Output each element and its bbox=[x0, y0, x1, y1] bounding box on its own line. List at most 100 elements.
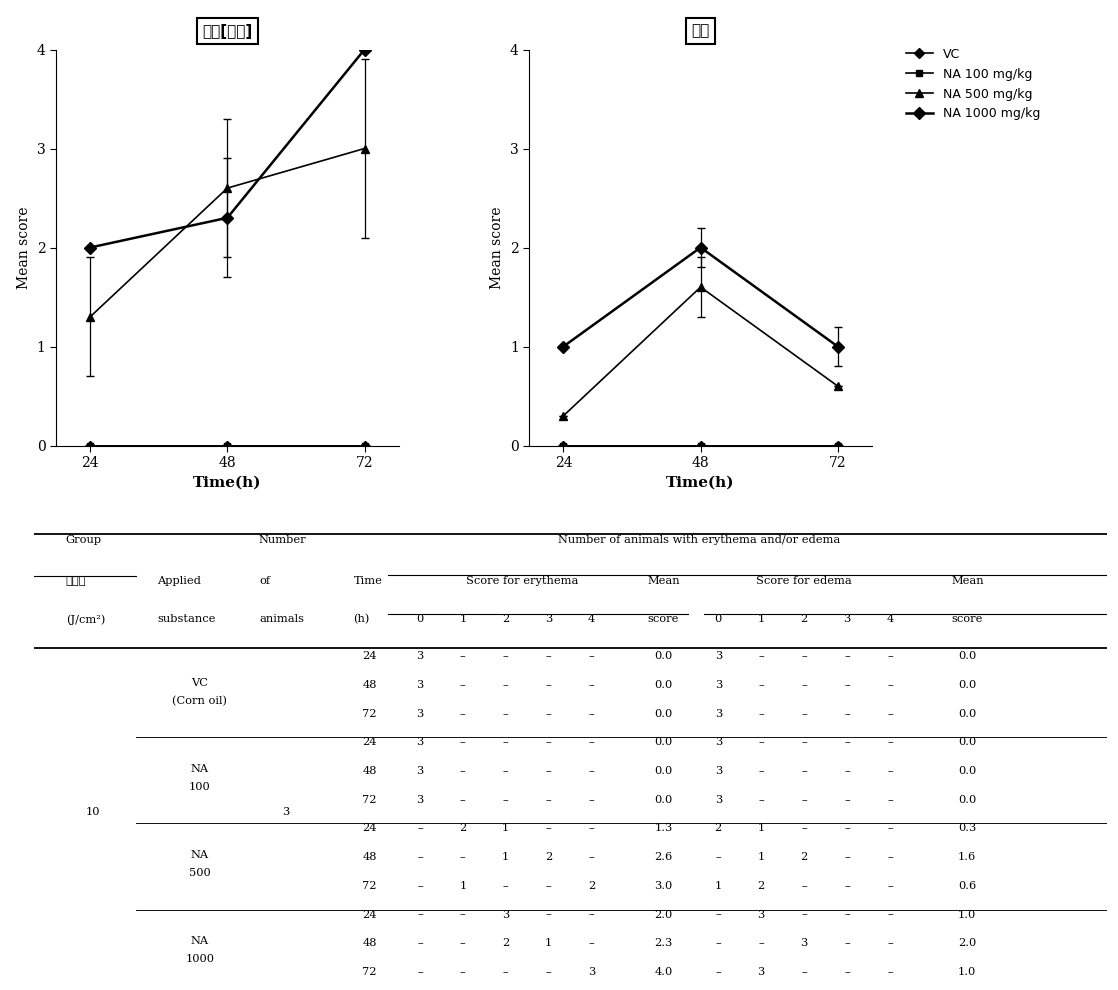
Text: –: – bbox=[758, 795, 764, 805]
Text: Score for edema: Score for edema bbox=[756, 576, 852, 586]
Text: 48: 48 bbox=[362, 766, 377, 776]
Text: 3: 3 bbox=[758, 910, 765, 920]
Text: 3.0: 3.0 bbox=[654, 881, 673, 891]
Text: 0.6: 0.6 bbox=[958, 881, 976, 891]
Text: –: – bbox=[844, 795, 850, 805]
Text: –: – bbox=[844, 967, 850, 977]
Text: 2.6: 2.6 bbox=[654, 852, 673, 862]
Text: 3: 3 bbox=[588, 967, 595, 977]
Text: –: – bbox=[844, 852, 850, 862]
Text: 3: 3 bbox=[416, 709, 424, 719]
Text: –: – bbox=[888, 738, 893, 747]
Text: –: – bbox=[844, 824, 850, 834]
Text: 0.0: 0.0 bbox=[958, 766, 976, 776]
Text: 1: 1 bbox=[714, 881, 722, 891]
Text: VC: VC bbox=[191, 678, 208, 688]
Text: –: – bbox=[503, 766, 509, 776]
Text: 2: 2 bbox=[758, 881, 765, 891]
Text: 2: 2 bbox=[502, 615, 510, 625]
Text: 2.0: 2.0 bbox=[958, 939, 976, 948]
Text: 1: 1 bbox=[502, 852, 510, 862]
Text: –: – bbox=[503, 967, 509, 977]
Text: 0.3: 0.3 bbox=[958, 824, 976, 834]
Text: –: – bbox=[844, 709, 850, 719]
Text: Number: Number bbox=[259, 535, 306, 544]
Text: 0.0: 0.0 bbox=[654, 680, 673, 690]
Text: 0.0: 0.0 bbox=[654, 766, 673, 776]
Text: –: – bbox=[888, 939, 893, 948]
Text: –: – bbox=[888, 824, 893, 834]
Text: 1.0: 1.0 bbox=[958, 910, 976, 920]
Text: –: – bbox=[503, 709, 509, 719]
Text: –: – bbox=[589, 651, 595, 661]
Text: –: – bbox=[459, 795, 466, 805]
Text: –: – bbox=[459, 766, 466, 776]
Text: (J/cm²): (J/cm²) bbox=[66, 615, 105, 625]
Text: 48: 48 bbox=[362, 852, 377, 862]
Text: 2.0: 2.0 bbox=[654, 910, 673, 920]
Legend: VC, NA 100 mg/kg, NA 500 mg/kg, NA 1000 mg/kg: VC, NA 100 mg/kg, NA 500 mg/kg, NA 1000 … bbox=[906, 48, 1041, 121]
Text: –: – bbox=[758, 766, 764, 776]
Text: 0.0: 0.0 bbox=[958, 680, 976, 690]
Text: –: – bbox=[503, 795, 509, 805]
Text: 72: 72 bbox=[362, 967, 377, 977]
Text: –: – bbox=[802, 795, 807, 805]
Text: –: – bbox=[802, 910, 807, 920]
Text: –: – bbox=[758, 680, 764, 690]
Text: 24: 24 bbox=[362, 651, 377, 661]
Text: 24: 24 bbox=[362, 824, 377, 834]
Text: 3: 3 bbox=[714, 651, 722, 661]
Text: animals: animals bbox=[259, 615, 304, 625]
Text: Number of animals with erythema and/or edema: Number of animals with erythema and/or e… bbox=[558, 535, 840, 544]
Text: –: – bbox=[459, 852, 466, 862]
Text: –: – bbox=[758, 651, 764, 661]
Text: 3: 3 bbox=[502, 910, 510, 920]
Text: 3: 3 bbox=[714, 680, 722, 690]
Text: 3: 3 bbox=[758, 967, 765, 977]
Text: 3: 3 bbox=[800, 939, 808, 948]
Text: –: – bbox=[802, 824, 807, 834]
Text: NA: NA bbox=[191, 937, 209, 946]
Text: –: – bbox=[546, 967, 551, 977]
Text: –: – bbox=[459, 910, 466, 920]
Text: –: – bbox=[589, 795, 595, 805]
Text: –: – bbox=[844, 766, 850, 776]
Text: –: – bbox=[802, 651, 807, 661]
Text: 1.3: 1.3 bbox=[654, 824, 673, 834]
Text: –: – bbox=[459, 680, 466, 690]
Text: 10: 10 bbox=[85, 807, 100, 817]
Text: 2: 2 bbox=[546, 852, 552, 862]
Text: –: – bbox=[459, 651, 466, 661]
Text: –: – bbox=[589, 910, 595, 920]
Text: NA: NA bbox=[191, 850, 209, 860]
Text: 500: 500 bbox=[189, 868, 211, 878]
Text: –: – bbox=[417, 939, 423, 948]
Text: –: – bbox=[844, 939, 850, 948]
Text: 1: 1 bbox=[459, 615, 466, 625]
Text: –: – bbox=[503, 680, 509, 690]
Title: 부종: 부종 bbox=[691, 24, 710, 39]
Text: –: – bbox=[589, 766, 595, 776]
Text: –: – bbox=[888, 651, 893, 661]
Text: 100: 100 bbox=[189, 782, 211, 792]
Text: –: – bbox=[716, 852, 721, 862]
Text: –: – bbox=[459, 939, 466, 948]
Text: –: – bbox=[802, 881, 807, 891]
Text: –: – bbox=[417, 967, 423, 977]
Text: 0.0: 0.0 bbox=[958, 651, 976, 661]
Text: –: – bbox=[546, 651, 551, 661]
Text: –: – bbox=[546, 738, 551, 747]
Text: –: – bbox=[844, 651, 850, 661]
Text: –: – bbox=[546, 824, 551, 834]
Text: 0: 0 bbox=[416, 615, 424, 625]
Text: –: – bbox=[459, 967, 466, 977]
Text: –: – bbox=[802, 738, 807, 747]
Text: 2: 2 bbox=[800, 852, 808, 862]
Text: 2: 2 bbox=[502, 939, 510, 948]
Text: Mean: Mean bbox=[951, 576, 984, 586]
Text: 3: 3 bbox=[416, 651, 424, 661]
Text: –: – bbox=[589, 939, 595, 948]
Text: –: – bbox=[546, 910, 551, 920]
Text: –: – bbox=[844, 881, 850, 891]
Text: –: – bbox=[503, 651, 509, 661]
